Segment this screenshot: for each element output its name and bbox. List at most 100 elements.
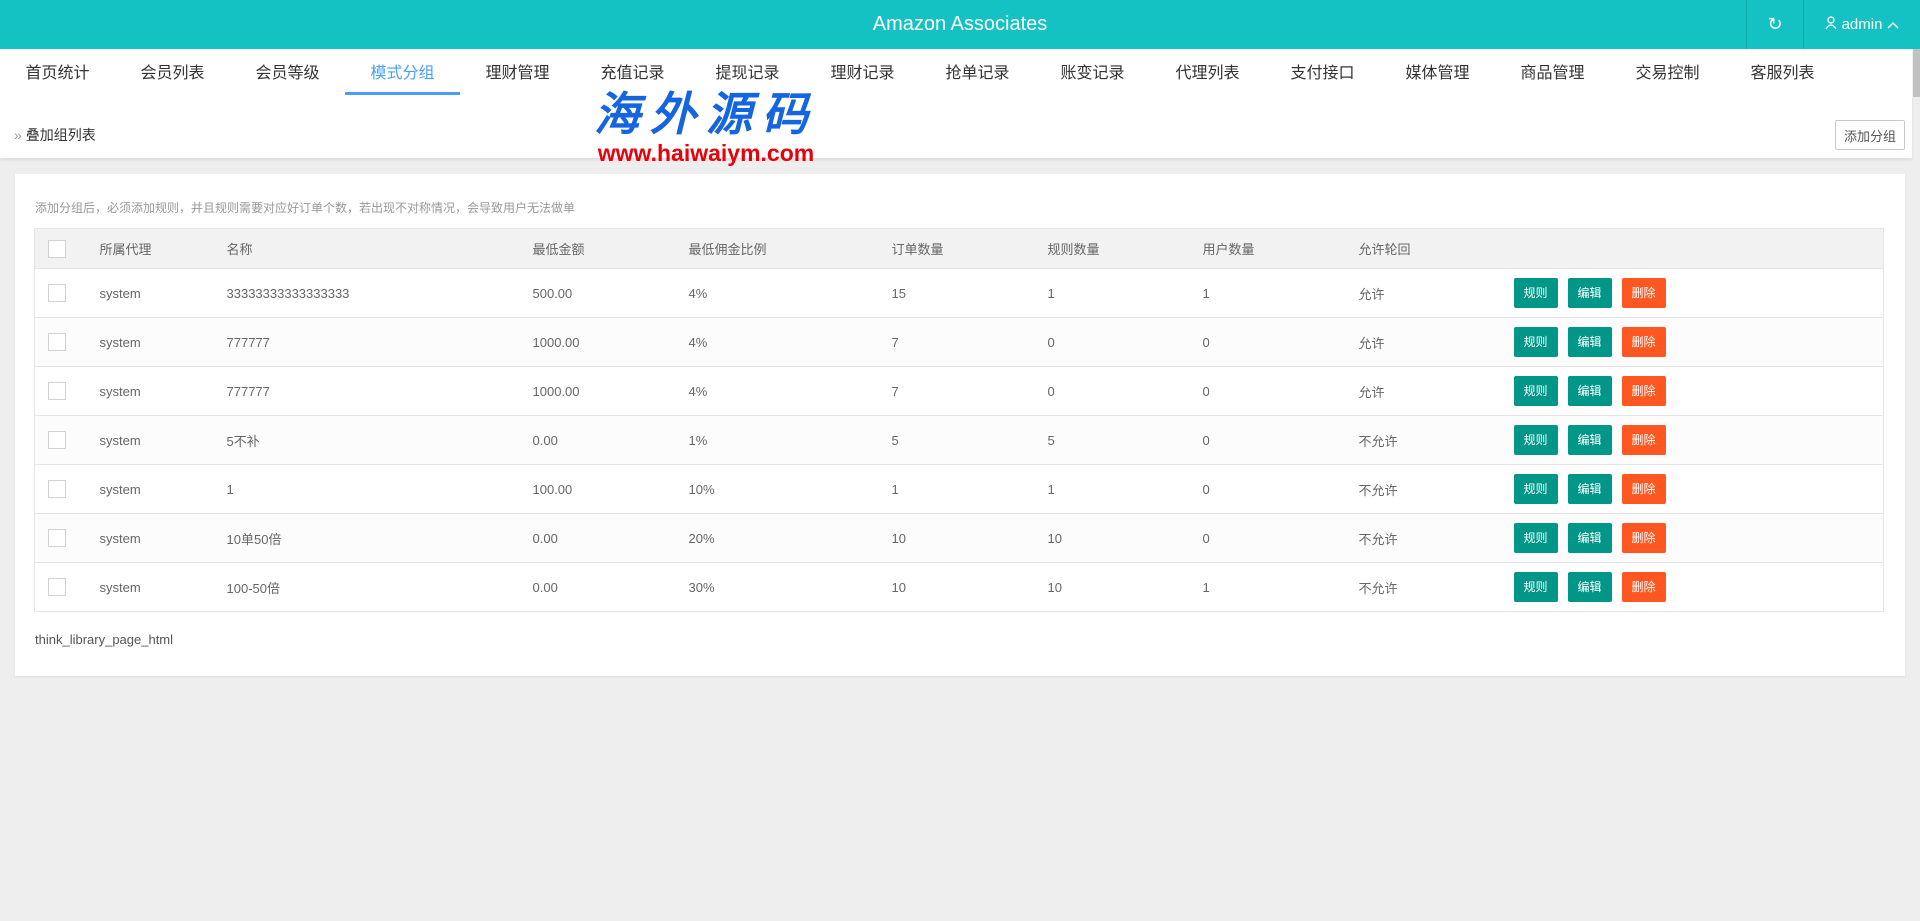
delete-button[interactable]: 删除 — [1621, 425, 1666, 455]
delete-button[interactable]: 删除 — [1621, 376, 1666, 406]
table-cell: 不允许 — [1358, 562, 1514, 612]
table-cell: 7 — [891, 317, 1048, 367]
select-all-checkbox[interactable] — [48, 239, 66, 258]
nav-item[interactable]: 代理列表 — [1175, 65, 1240, 82]
column-header: 最低佣金比例 — [688, 228, 892, 269]
column-header: 名称 — [226, 228, 533, 269]
table-cell: 1 — [1047, 464, 1203, 514]
user-name: admin — [1841, 16, 1883, 33]
actions-header — [1513, 228, 1884, 269]
nav-item[interactable]: 抢单记录 — [945, 65, 1010, 82]
nav-item[interactable]: 媒体管理 — [1405, 65, 1470, 82]
table-cell: 0.00 — [532, 562, 689, 612]
edit-button[interactable]: 编辑 — [1567, 327, 1612, 357]
row-checkbox[interactable] — [48, 480, 66, 498]
nav-item[interactable]: 首页统计 — [25, 65, 90, 82]
table-cell: 0.00 — [532, 513, 689, 563]
table-cell: 0 — [1202, 464, 1359, 514]
table-cell: 7 — [891, 366, 1048, 416]
nav-item[interactable]: 理财记录 — [830, 65, 895, 82]
table-cell: 1% — [688, 415, 892, 465]
table-cell: system — [99, 464, 227, 514]
table-cell: 0 — [1202, 513, 1359, 563]
table-cell: 100-50倍 — [226, 562, 533, 612]
delete-button[interactable]: 删除 — [1621, 278, 1666, 308]
nav-item[interactable]: 商品管理 — [1520, 65, 1585, 82]
main-nav: 首页统计 会员列表 会员等级 模式分组 理财管理 充值记录 提现记录 理财记录 抢单记录 账变记录… — [0, 49, 1912, 97]
table-cell: 5 — [1047, 415, 1203, 465]
delete-button[interactable]: 删除 — [1621, 474, 1666, 504]
table-cell: 1 — [226, 464, 533, 514]
edit-button[interactable]: 编辑 — [1567, 425, 1612, 455]
row-actions: 规则 编辑 删除 — [1513, 415, 1884, 465]
table-cell: 100.00 — [532, 464, 689, 514]
table-cell: 33333333333333333 — [226, 268, 533, 318]
row-checkbox[interactable] — [48, 578, 66, 596]
top-bar: Amazon Associates ↻ admin — [0, 0, 1920, 49]
table-cell: 15 — [891, 268, 1048, 318]
edit-button[interactable]: 编辑 — [1567, 523, 1612, 553]
row-checkbox[interactable] — [48, 382, 66, 400]
nav-item[interactable]: 账变记录 — [1060, 65, 1125, 82]
edit-button[interactable]: 编辑 — [1567, 376, 1612, 406]
breadcrumb-label: 叠加组列表 — [25, 127, 96, 143]
row-select-cell — [34, 513, 100, 563]
user-icon — [1825, 15, 1837, 34]
table-cell: 10单50倍 — [226, 513, 533, 563]
app-title: Amazon Associates — [872, 13, 1048, 35]
nav-item[interactable]: 会员列表 — [140, 65, 205, 82]
nav-item[interactable]: 提现记录 — [715, 65, 780, 82]
edit-button[interactable]: 编辑 — [1567, 572, 1612, 602]
nav-item[interactable]: 理财管理 — [485, 65, 550, 82]
table-cell: system — [99, 268, 227, 318]
table-cell: 10% — [688, 464, 892, 514]
rules-button[interactable]: 规则 — [1513, 474, 1558, 504]
row-checkbox[interactable] — [48, 529, 66, 547]
table-cell: system — [99, 513, 227, 563]
scrollbar[interactable] — [1913, 49, 1920, 97]
nav-item[interactable]: 充值记录 — [600, 65, 665, 82]
column-header: 规则数量 — [1047, 228, 1203, 269]
row-checkbox[interactable] — [48, 333, 66, 351]
nav-item[interactable]: 模式分组 — [345, 49, 460, 97]
rules-button[interactable]: 规则 — [1513, 572, 1558, 602]
table-cell: 0 — [1047, 366, 1203, 416]
breadcrumb: » 叠加组列表 — [14, 125, 96, 145]
delete-button[interactable]: 删除 — [1621, 327, 1666, 357]
table-cell: 0 — [1202, 415, 1359, 465]
row-actions: 规则 编辑 删除 — [1513, 464, 1884, 514]
rules-button[interactable]: 规则 — [1513, 327, 1558, 357]
rules-button[interactable]: 规则 — [1513, 425, 1558, 455]
refresh-button[interactable]: ↻ — [1746, 0, 1803, 49]
row-select-cell — [34, 415, 100, 465]
table-cell: 4% — [688, 317, 892, 367]
edit-button[interactable]: 编辑 — [1567, 474, 1612, 504]
table-cell: 不允许 — [1358, 415, 1514, 465]
rules-button[interactable]: 规则 — [1513, 278, 1558, 308]
nav-item[interactable]: 交易控制 — [1635, 65, 1700, 82]
table-cell: 0 — [1047, 317, 1203, 367]
double-chevron-icon: » — [14, 127, 22, 143]
notice-text: 添加分组后，必须添加规则，并且规则需要对应好订单个数，若出现不对称情况，会导致用… — [35, 201, 576, 215]
row-select-cell — [34, 317, 100, 367]
row-actions: 规则 编辑 删除 — [1513, 366, 1884, 416]
nav-item[interactable]: 会员等级 — [255, 65, 320, 82]
add-group-button[interactable]: 添加分组 — [1835, 120, 1905, 150]
delete-button[interactable]: 删除 — [1621, 572, 1666, 602]
edit-button[interactable]: 编辑 — [1567, 278, 1612, 308]
rules-button[interactable]: 规则 — [1513, 523, 1558, 553]
table-cell: 500.00 — [532, 268, 689, 318]
table-cell: 4% — [688, 366, 892, 416]
row-actions: 规则 编辑 删除 — [1513, 513, 1884, 563]
rules-button[interactable]: 规则 — [1513, 376, 1558, 406]
nav-item[interactable]: 支付接口 — [1290, 65, 1355, 82]
delete-button[interactable]: 删除 — [1621, 523, 1666, 553]
row-checkbox[interactable] — [48, 284, 66, 302]
row-checkbox[interactable] — [48, 431, 66, 449]
user-menu[interactable]: admin — [1803, 0, 1920, 49]
row-actions: 规则 编辑 删除 — [1513, 268, 1884, 318]
select-all-cell — [34, 228, 100, 269]
table-row: system 777777 1000.00 4% 7 0 0 允许 规则 编辑 删除 — [34, 317, 1884, 367]
nav-item[interactable]: 客服列表 — [1750, 65, 1815, 82]
table-cell: 10 — [891, 562, 1048, 612]
